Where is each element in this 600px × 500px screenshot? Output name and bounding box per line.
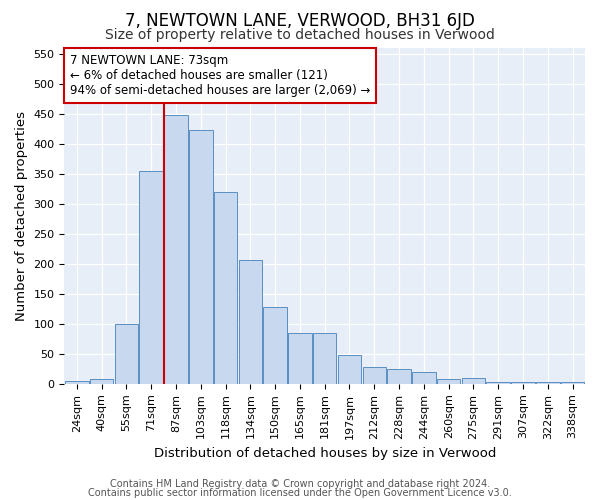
Bar [536, 382, 560, 384]
Bar [338, 355, 361, 384]
Bar [362, 367, 386, 384]
Bar [561, 382, 584, 384]
Text: Contains HM Land Registry data © Crown copyright and database right 2024.: Contains HM Land Registry data © Crown c… [110, 479, 490, 489]
Bar [263, 307, 287, 384]
Bar [139, 170, 163, 384]
Text: Contains public sector information licensed under the Open Government Licence v3: Contains public sector information licen… [88, 488, 512, 498]
Bar [288, 333, 311, 384]
Text: 7 NEWTOWN LANE: 73sqm
← 6% of detached houses are smaller (121)
94% of semi-deta: 7 NEWTOWN LANE: 73sqm ← 6% of detached h… [70, 54, 370, 97]
Bar [189, 130, 212, 384]
Bar [437, 379, 460, 384]
Bar [90, 379, 113, 384]
Bar [412, 372, 436, 384]
Bar [387, 369, 411, 384]
Y-axis label: Number of detached properties: Number of detached properties [15, 110, 28, 320]
Text: 7, NEWTOWN LANE, VERWOOD, BH31 6JD: 7, NEWTOWN LANE, VERWOOD, BH31 6JD [125, 12, 475, 30]
Bar [461, 378, 485, 384]
Bar [115, 324, 138, 384]
X-axis label: Distribution of detached houses by size in Verwood: Distribution of detached houses by size … [154, 447, 496, 460]
Text: Size of property relative to detached houses in Verwood: Size of property relative to detached ho… [105, 28, 495, 42]
Bar [511, 382, 535, 384]
Bar [164, 116, 188, 384]
Bar [487, 382, 510, 384]
Bar [313, 333, 337, 384]
Bar [239, 260, 262, 384]
Bar [65, 381, 89, 384]
Bar [214, 192, 238, 384]
